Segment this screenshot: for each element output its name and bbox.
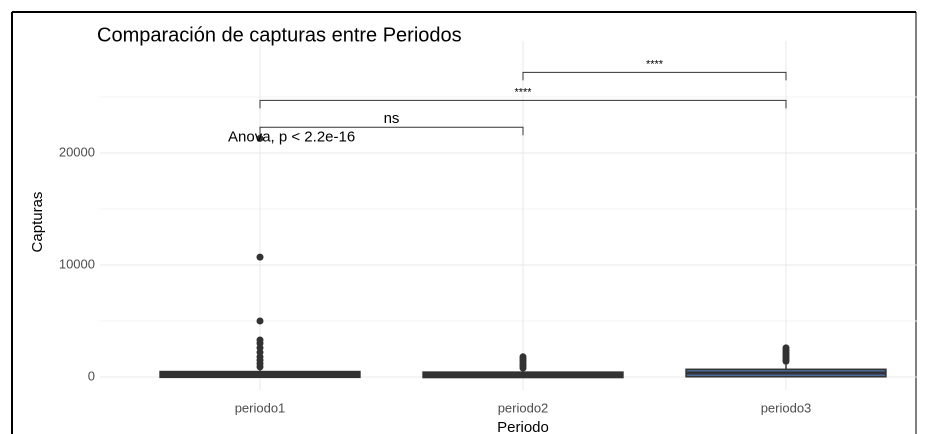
- y-tick-label: 0: [88, 368, 95, 383]
- annotation: Anova, p < 2.2e-16: [228, 128, 355, 145]
- comparison-label: ns: [384, 110, 400, 127]
- x-tick-label: periodo3: [761, 400, 812, 415]
- outlier: [782, 344, 790, 352]
- chart-title: Comparación de capturas entre Periodos: [97, 24, 462, 46]
- comparison-label: ****: [646, 58, 664, 70]
- outlier: [256, 317, 264, 325]
- comparison-label: ****: [514, 86, 532, 98]
- outlier: [256, 134, 264, 142]
- y-axis-label: Capturas: [29, 192, 46, 253]
- y-tick-label: 20000: [59, 144, 95, 159]
- x-tick-label: periodo2: [498, 400, 549, 415]
- comparison-bracket: [522, 71, 787, 81]
- comparison-bracket: [259, 99, 787, 109]
- x-tick-label: periodo1: [235, 400, 286, 415]
- outlier: [256, 253, 264, 261]
- outlier: [256, 336, 264, 344]
- y-tick-label: 10000: [59, 256, 95, 271]
- x-axis-label: Periodo: [497, 419, 549, 434]
- comparison-bracket: [259, 126, 524, 136]
- outlier: [519, 353, 527, 361]
